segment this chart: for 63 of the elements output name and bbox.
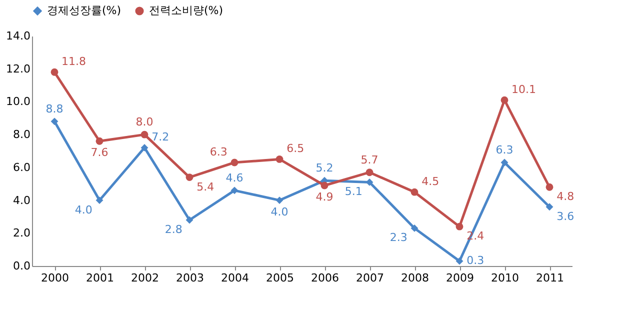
x-tick-label: 2004 (221, 272, 249, 284)
data-label: 6.3 (496, 144, 514, 156)
x-tick-label: 2002 (131, 272, 159, 284)
data-label: 5.4 (196, 180, 214, 194)
point (50, 68, 58, 76)
data-label: 4.9 (316, 190, 334, 204)
point (456, 257, 464, 265)
data-label: 2.3 (390, 231, 408, 244)
point (546, 183, 554, 191)
data-label: 2.8 (164, 223, 182, 236)
data-label: 6.3 (210, 146, 228, 158)
x-tick-label: 2008 (401, 272, 429, 284)
x-tick-label: 2006 (311, 272, 339, 284)
data-label: 11.8 (61, 55, 86, 68)
point (276, 156, 284, 163)
data-label: 0.3 (466, 254, 484, 268)
point (366, 168, 374, 176)
x-tick-label: 2000 (41, 272, 69, 284)
x-tick-label: 2003 (176, 272, 204, 284)
legend-label: 전력소비량(%) (149, 4, 224, 17)
data-label: 5.7 (360, 153, 378, 166)
x-tick-label: 2005 (266, 272, 294, 284)
x-tick-label: 2011 (536, 272, 564, 284)
point (500, 158, 508, 166)
data-label: 4.6 (226, 171, 244, 184)
y-tick-label: 14.0 (6, 30, 30, 42)
point (186, 216, 194, 224)
data-label: 3.6 (556, 210, 574, 223)
y-tick-label: 8.0 (13, 128, 30, 142)
point (500, 96, 508, 104)
data-label: 4.8 (556, 190, 574, 204)
y-tick-label: 2.0 (13, 226, 30, 240)
x-tick-label: 2001 (86, 272, 114, 284)
point (186, 174, 194, 181)
legend-label: 경제성장률(%) (47, 4, 122, 17)
y-tick-label: 12.0 (6, 62, 30, 76)
data-label: 4.5 (422, 175, 440, 188)
point (96, 137, 104, 145)
point (546, 203, 554, 211)
y-tick-label: 10.0 (6, 95, 30, 108)
data-label: 5.2 (316, 162, 334, 175)
data-label: 4.0 (74, 203, 92, 216)
point (230, 186, 238, 194)
point (320, 182, 328, 190)
y-tick-label: 4.0 (13, 194, 30, 207)
y-tick-label: 6.0 (13, 160, 30, 174)
data-label: 5.1 (344, 185, 362, 198)
x-tick-label: 2010 (491, 272, 519, 284)
x-tick-label: 2007 (356, 272, 384, 284)
point (50, 118, 58, 126)
data-label: 7.6 (90, 146, 108, 160)
data-label: 6.5 (286, 142, 304, 156)
data-label: 10.1 (511, 83, 536, 96)
data-label: 7.2 (152, 130, 170, 144)
data-label: 8.0 (136, 116, 154, 129)
point (230, 158, 238, 166)
point (140, 130, 148, 138)
x-tick-label: 2009 (446, 272, 474, 284)
y-tick-label: 0.0 (13, 260, 30, 272)
data-label: 4.0 (270, 205, 288, 218)
point (410, 188, 418, 196)
data-label: 8.8 (46, 102, 64, 116)
point (456, 222, 464, 230)
